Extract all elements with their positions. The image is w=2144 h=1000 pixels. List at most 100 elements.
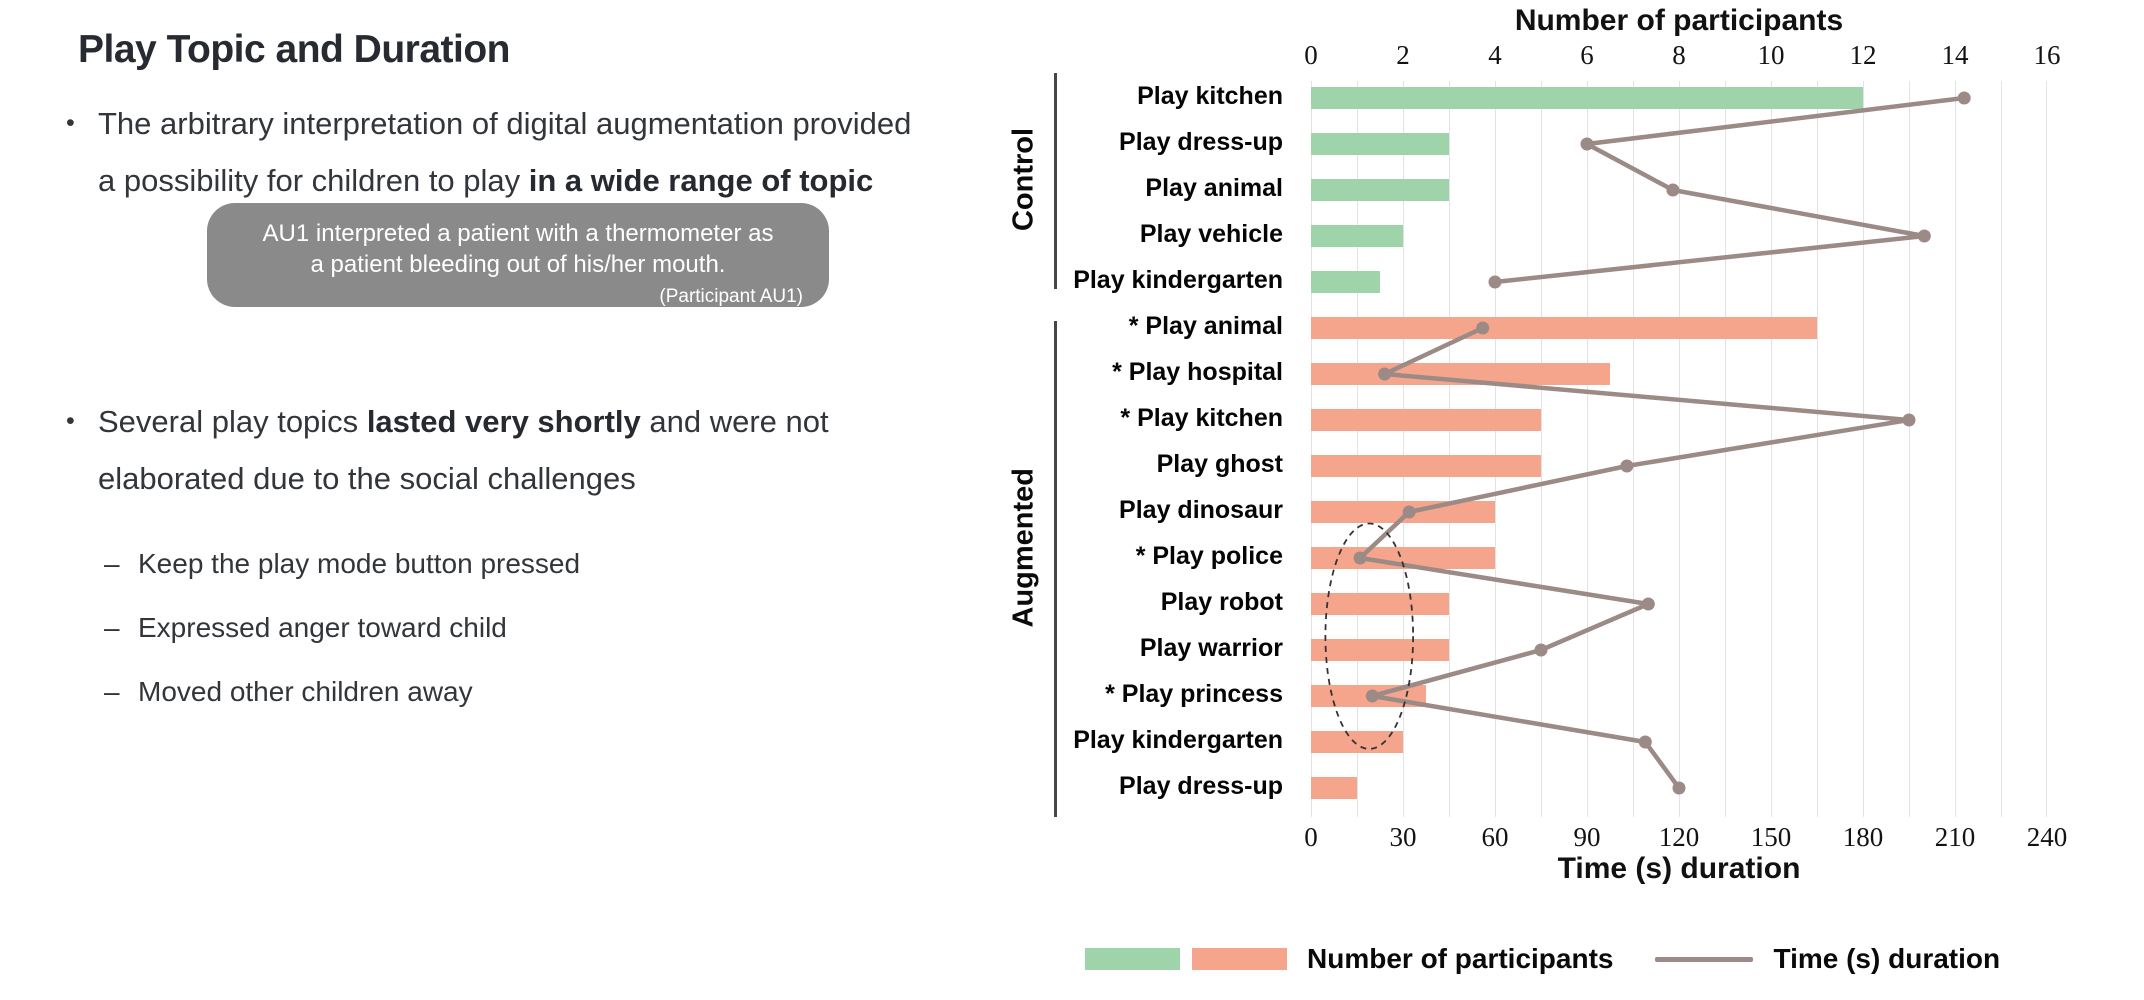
- gridline: [1403, 81, 1404, 817]
- top-axis-tick: 12: [1849, 40, 1877, 70]
- gridline: [1587, 81, 1588, 817]
- participants-bar: [1311, 777, 1357, 799]
- gridline: [1771, 81, 1772, 817]
- bottom-axis-tick: 180: [1842, 822, 1884, 852]
- top-axis-tick: 14: [1941, 40, 1969, 70]
- top-axis-tick: 6: [1580, 40, 1594, 70]
- bottom-axis-tick: 150: [1750, 822, 1792, 852]
- gridline: [1909, 81, 1910, 817]
- sub-bullet-list: – Keep the play mode button pressed – Expre…: [104, 532, 580, 724]
- top-axis-tick: 10: [1757, 40, 1785, 70]
- sub-bullet-text: Keep the play mode button pressed: [138, 548, 581, 579]
- bullet1-text: The arbitrary interpretation of digital …: [98, 95, 911, 209]
- group-label-control: Control: [1007, 127, 1040, 232]
- sub-bullet-item: – Keep the play mode button pressed: [104, 532, 580, 596]
- row-label: Play animal: [1145, 174, 1283, 202]
- participants-bar: [1311, 87, 1863, 109]
- duration-point: [1641, 597, 1655, 611]
- sub-bullet-item: – Expressed anger toward child: [104, 596, 580, 660]
- row-label: Play vehicle: [1139, 220, 1283, 248]
- row-label: Play kindergarten: [1073, 726, 1283, 754]
- bottom-axis-tick: 210: [1934, 822, 1976, 852]
- gridline: [1955, 81, 1956, 817]
- gridline: [1817, 81, 1818, 817]
- duration-point: [1672, 781, 1686, 795]
- group-bracket-control: [1054, 73, 1057, 289]
- participants-bar: [1311, 455, 1541, 477]
- duration-point: [1534, 643, 1548, 657]
- legend-swatch-augmented-bars: [1192, 948, 1287, 970]
- bullet-lasted-very-shortly: • Several play topics lasted very shortl…: [66, 393, 1026, 507]
- duration-point: [1902, 413, 1916, 427]
- top-axis-title: Number of participants: [1514, 4, 1844, 37]
- participants-bar: [1311, 593, 1449, 615]
- duration-point: [1365, 689, 1379, 703]
- bullet2-line1: Several play topics lasted very shortly …: [98, 404, 829, 439]
- group-label-augmented: Augmented: [1007, 468, 1040, 628]
- gridline: [2001, 81, 2002, 817]
- row-label: Play robot: [1160, 588, 1283, 616]
- gridline: [1679, 81, 1680, 817]
- participants-bar: [1311, 179, 1449, 201]
- quote-attribution: (Participant AU1): [659, 286, 803, 307]
- bullet-marker: •: [66, 109, 75, 137]
- gridline: [2046, 81, 2047, 817]
- gridline: [1449, 81, 1450, 817]
- row-label: Play ghost: [1156, 450, 1283, 478]
- bottom-axis-tick: 60: [1481, 822, 1509, 852]
- page-title: Play Topic and Duration: [78, 28, 511, 71]
- duration-point: [1378, 367, 1392, 381]
- row-label: * Play police: [1135, 542, 1283, 570]
- bullet1-line2: a possibility for children to play in a …: [98, 163, 874, 198]
- gridline: [1863, 81, 1864, 817]
- participant-quote-bubble: AU1 interpreted a patient with a thermom…: [207, 203, 829, 307]
- bottom-axis-tick: 240: [2026, 822, 2068, 852]
- quote-line1: AU1 interpreted a patient with a thermom…: [262, 220, 774, 247]
- legend-label-participants: Number of participants: [1307, 943, 1614, 974]
- dash-marker: –: [104, 676, 120, 707]
- legend-swatch-duration-line: [1655, 956, 1754, 962]
- duration-point: [1476, 321, 1490, 335]
- gridline: [1541, 81, 1542, 817]
- row-label: Play kitchen: [1137, 82, 1283, 110]
- gridline: [1495, 81, 1496, 817]
- legend-swatch-control-bars: [1085, 948, 1180, 970]
- bullet2-text: Several play topics lasted very shortly …: [98, 393, 829, 507]
- duration-point: [1620, 459, 1634, 473]
- annotation-ellipse: [1324, 522, 1415, 750]
- duration-line-augmented: [1357, 325, 1912, 790]
- participants-bar: [1311, 731, 1403, 753]
- duration-point: [1353, 551, 1367, 565]
- duration-point: [1402, 505, 1416, 519]
- bottom-axis-tick: 0: [1304, 822, 1318, 852]
- duration-point: [1666, 183, 1680, 197]
- row-label: Play dress-up: [1119, 128, 1283, 156]
- group-bracket-augmented: [1054, 321, 1057, 817]
- participants-bar: [1311, 271, 1380, 293]
- bottom-axis-tick: 90: [1573, 822, 1601, 852]
- duration-point: [1580, 137, 1594, 151]
- top-axis-tick: 2: [1396, 40, 1410, 70]
- row-label: * Play princess: [1105, 680, 1283, 708]
- gridline: [1311, 81, 1312, 817]
- quote-line2: a patient bleeding out of his/her mouth.: [310, 251, 726, 278]
- bottom-axis-tick: 30: [1389, 822, 1417, 852]
- duration-point: [1488, 275, 1502, 289]
- participants-bar: [1311, 639, 1449, 661]
- top-axis-tick: 8: [1672, 40, 1686, 70]
- duration-line-control: [1494, 95, 1965, 285]
- gridline: [1357, 81, 1358, 817]
- bottom-axis-tick: 120: [1658, 822, 1700, 852]
- legend-label-duration: Time (s) duration: [1773, 943, 2001, 974]
- row-label: Play kindergarten: [1073, 266, 1283, 294]
- row-label: * Play animal: [1128, 312, 1283, 340]
- bullet1-line1: The arbitrary interpretation of digital …: [98, 106, 912, 141]
- duration-point: [1638, 735, 1652, 749]
- bullet-wide-range-of-topic: • The arbitrary interpretation of digita…: [66, 95, 1026, 209]
- bullet-marker: •: [66, 407, 75, 435]
- sub-bullet-item: – Moved other children away: [104, 660, 580, 724]
- chart-legend: Number of participants Time (s) duration: [1085, 941, 2000, 977]
- participants-bar: [1311, 409, 1541, 431]
- participants-bar: [1311, 133, 1449, 155]
- duration-point: [1917, 229, 1931, 243]
